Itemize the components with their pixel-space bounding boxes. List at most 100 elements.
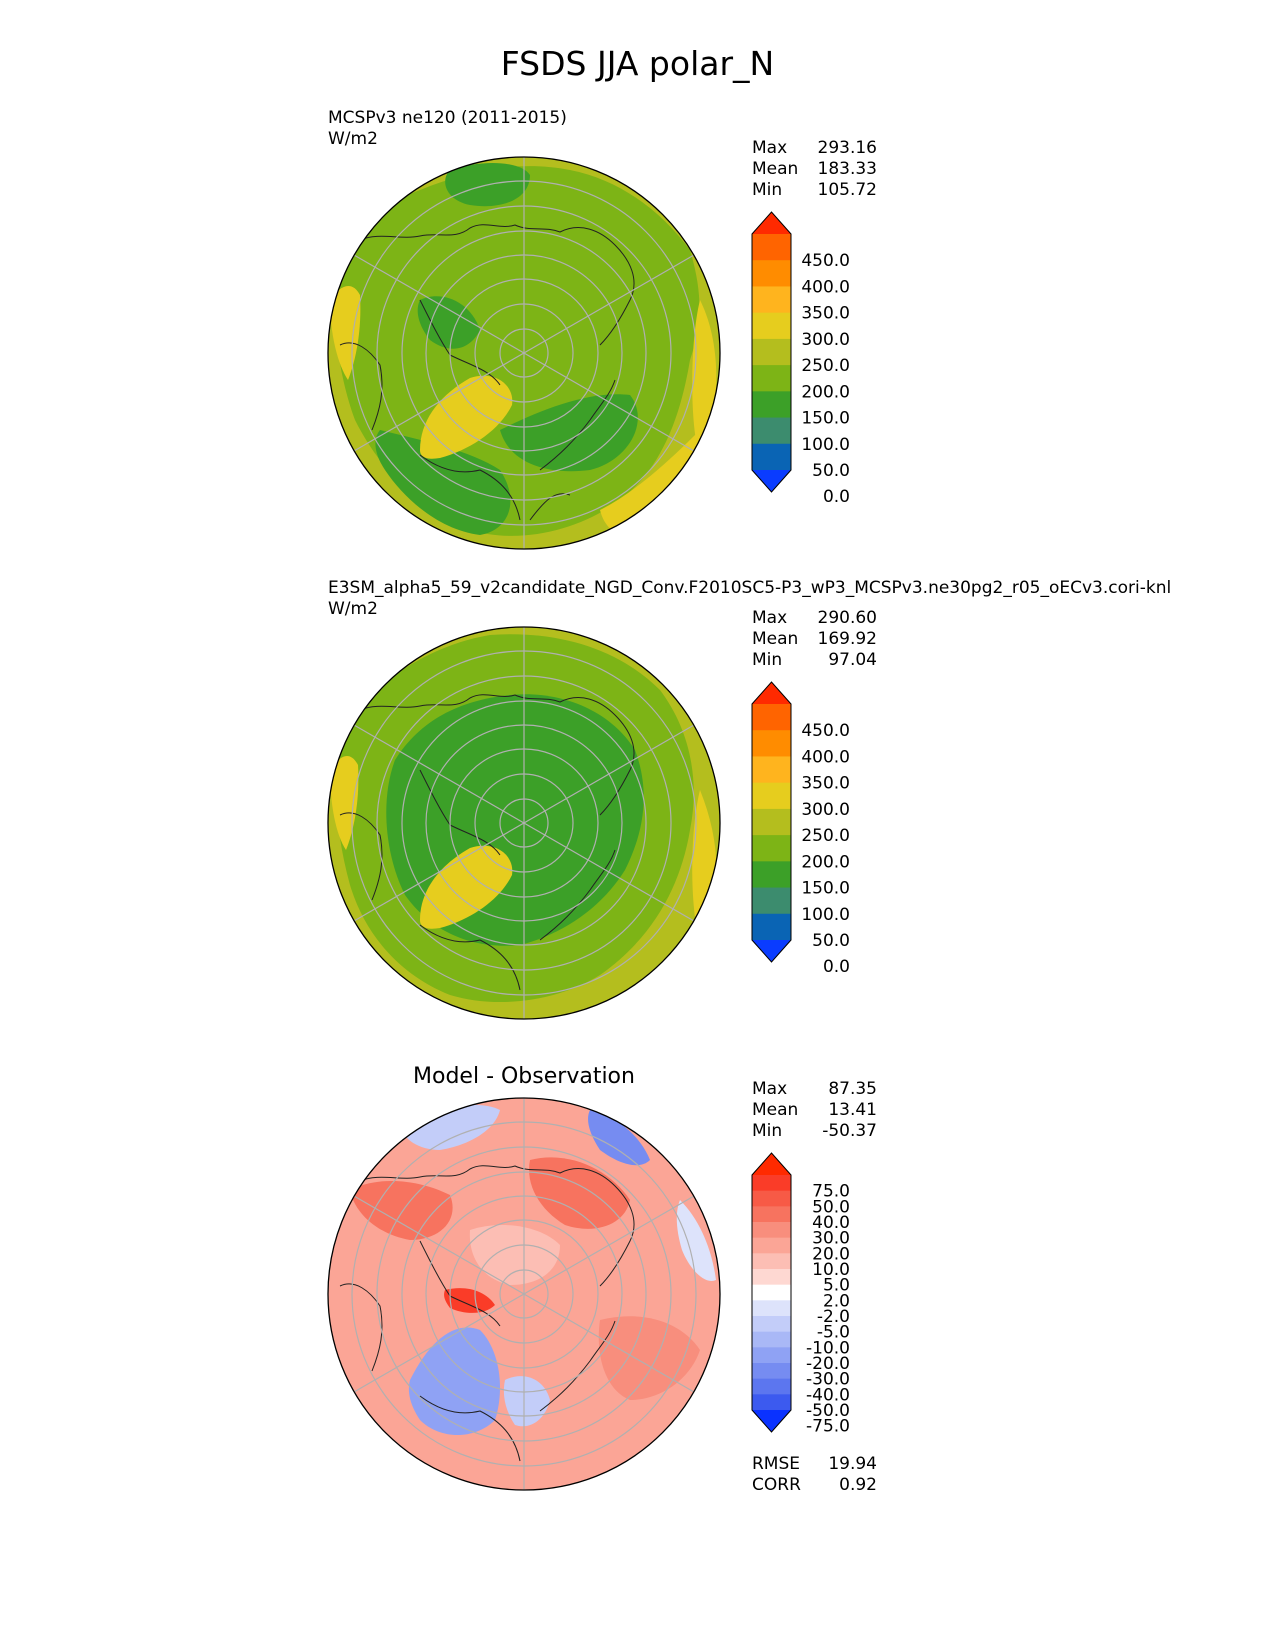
panel1-map-border xyxy=(327,156,721,550)
colorbar-tick-label: 400.0 xyxy=(801,277,850,297)
colorbar-extend-max xyxy=(752,682,791,704)
panel3-max-value: 87.35 xyxy=(828,1079,877,1099)
colorbar-segment xyxy=(752,1347,791,1364)
colorbar-tick-label: 50.0 xyxy=(812,461,850,481)
colorbar-tick-label: 75.0 xyxy=(812,1182,850,1202)
colorbar-segment xyxy=(752,1378,791,1395)
colorbar-segment xyxy=(752,338,791,366)
colorbar-panel2: 450.0 400.0 350.0 300.0 250.0 200.0 150.0 100.0… xyxy=(751,681,850,977)
panel3-graticule xyxy=(351,1098,697,1490)
panel1-min-label: Min xyxy=(752,180,783,200)
colorbar-extend-min xyxy=(752,1410,791,1432)
panel2-case-name: E3SM_alpha5_59_v2candidate_NGD_Conv.F201… xyxy=(328,578,1172,598)
colorbar-tick-label: 40.0 xyxy=(812,1213,850,1233)
panel3-error-stats: RMSE 19.94 CORR 0.92 xyxy=(752,1454,877,1496)
colorbar-segment xyxy=(752,365,791,392)
colorbar-segment xyxy=(752,234,791,261)
colorbar-tick-label: 250.0 xyxy=(801,826,850,846)
panel1-field-patch xyxy=(375,430,511,535)
panel1-max-label: Max xyxy=(752,138,788,158)
figure-title: FSDS JJA polar_N xyxy=(500,44,775,83)
colorbar-tick-label: 350.0 xyxy=(801,774,850,794)
panel3-mean-label: Mean xyxy=(752,1100,799,1120)
panel2-max-label: Max xyxy=(752,608,788,628)
colorbar-tick-label: 0.0 xyxy=(823,487,850,507)
panel1-min-value: 105.72 xyxy=(817,180,877,200)
colorbar-segment xyxy=(752,808,791,836)
panel2-label: E3SM_alpha5_59_v2candidate_NGD_Conv.F201… xyxy=(328,578,1171,620)
colorbar-extend-min xyxy=(752,940,791,962)
panel2-field-yellow xyxy=(330,755,359,850)
colorbar-tick-label: 300.0 xyxy=(801,800,850,820)
colorbar-segment xyxy=(752,835,791,862)
panel3-coastlines xyxy=(339,1165,635,1462)
panel1-field-yellow xyxy=(330,285,361,380)
colorbar-tick-label: 20.0 xyxy=(812,1244,850,1264)
panel3-field-blue xyxy=(503,1376,550,1427)
panel1-stats: Max 293.16 Mean 183.33 Min 105.72 xyxy=(752,138,877,201)
colorbar-tick-label: 30.0 xyxy=(812,1229,850,1249)
colorbar-segment xyxy=(752,443,791,471)
colorbar-tick-label: 0.0 xyxy=(823,957,850,977)
colorbar-tick-label: 300.0 xyxy=(801,330,850,350)
colorbar-tick-label: 150.0 xyxy=(801,409,850,429)
panel2-coastlines xyxy=(339,694,635,991)
panel2-max-value: 290.60 xyxy=(817,608,877,628)
colorbar-tick-label: -2.0 xyxy=(817,1307,850,1327)
panel1-map xyxy=(327,156,721,550)
colorbar-segment xyxy=(752,1253,791,1270)
panel2-map-border xyxy=(327,626,721,1020)
panel2-stats: Max 290.60 Mean 169.92 Min 97.04 xyxy=(752,608,877,671)
panel3-rmse-label: RMSE xyxy=(752,1454,801,1474)
colorbar-segment xyxy=(752,1222,791,1239)
panel2-min-label: Min xyxy=(752,650,783,670)
colorbar-tick-label: 200.0 xyxy=(801,852,850,872)
colorbar-segment xyxy=(752,730,791,757)
colorbar-tick-label: 100.0 xyxy=(801,435,850,455)
colorbar-tick-label: 50.0 xyxy=(812,1197,850,1217)
panel3-stats: Max 87.35 Mean 13.41 Min -50.37 xyxy=(752,1079,877,1142)
panel1-max-value: 293.16 xyxy=(817,138,877,158)
colorbar-segment xyxy=(752,1394,791,1411)
panel1-mean-label: Mean xyxy=(752,159,799,179)
colorbar-segment xyxy=(752,861,791,889)
panel2-graticule xyxy=(351,627,697,1019)
panel3-field-red xyxy=(598,1316,700,1400)
panel3-min-value: -50.37 xyxy=(822,1121,877,1141)
colorbar-segment xyxy=(752,1237,791,1254)
colorbar-tick-label: -5.0 xyxy=(817,1323,850,1343)
colorbar-tick-label: 450.0 xyxy=(801,251,850,271)
colorbars: 450.0 400.0 350.0 300.0 250.0 200.0 150.0 100.0… xyxy=(751,211,850,1437)
colorbar-extend-max xyxy=(752,212,791,234)
colorbar-tick-label: 250.0 xyxy=(801,356,850,376)
colorbar-outline xyxy=(751,1152,792,1433)
colorbar-tick-label: 50.0 xyxy=(812,931,850,951)
colorbar-tick-label: -75.0 xyxy=(806,1417,850,1437)
panel1-greenland xyxy=(420,375,513,459)
panel2-units: W/m2 xyxy=(328,599,378,619)
panel1-units: W/m2 xyxy=(328,129,378,149)
colorbar-tick-label: 150.0 xyxy=(801,879,850,899)
panel1-graticule xyxy=(351,157,697,549)
panel3-field-blue xyxy=(588,1110,650,1166)
colorbar-segment xyxy=(752,887,791,915)
colorbar-outline xyxy=(751,681,792,963)
panel3-title: Model - Observation xyxy=(413,1064,635,1089)
colorbar-extend-max xyxy=(752,1153,791,1175)
panel3-mean-value: 13.41 xyxy=(828,1100,877,1120)
colorbar-segment xyxy=(752,1175,791,1192)
colorbar-tick-label: -40.0 xyxy=(806,1385,850,1405)
colorbar-segment xyxy=(752,1206,791,1223)
colorbar-tick-label: 400.0 xyxy=(801,747,850,767)
colorbar-segment xyxy=(752,913,791,941)
colorbar-panel3: 75.050.040.030.020.010.05.02.0-2.0-5.0-1… xyxy=(751,1152,850,1437)
panel3-field-red xyxy=(350,1180,453,1240)
colorbar-segment xyxy=(752,260,791,287)
panel2-map xyxy=(327,626,721,1020)
colorbar-tick-label: -30.0 xyxy=(806,1370,850,1390)
colorbar-segment xyxy=(752,782,791,810)
colorbar-outline xyxy=(751,211,792,493)
panel2-min-value: 97.04 xyxy=(828,650,877,670)
colorbar-segment xyxy=(752,1331,791,1348)
colorbar-tick-label: -10.0 xyxy=(806,1338,850,1358)
